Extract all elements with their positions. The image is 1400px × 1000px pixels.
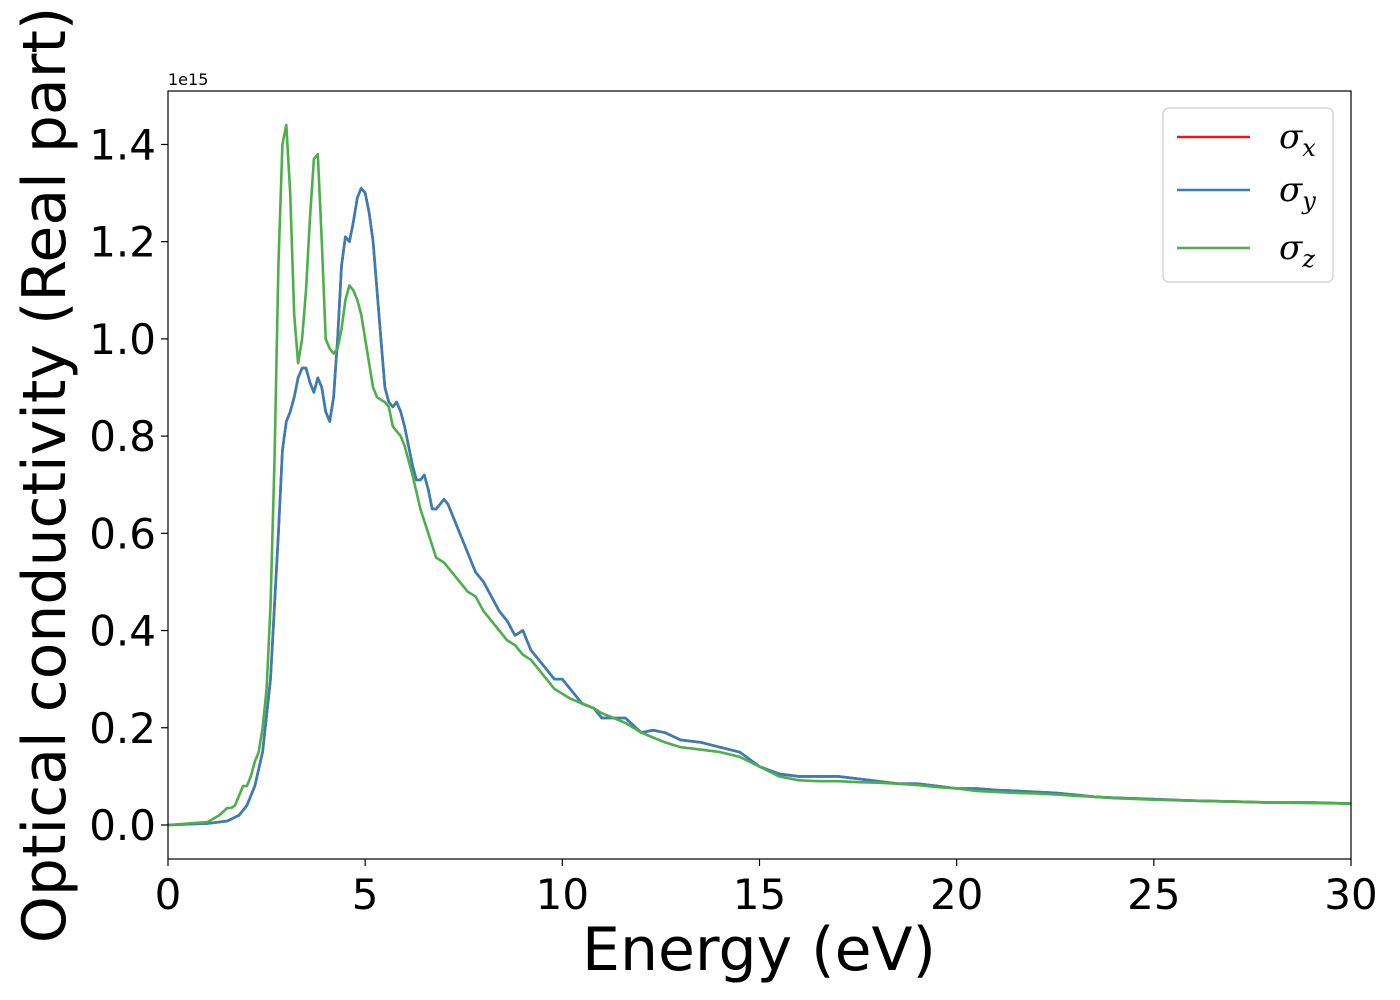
x-tick-label: 5 bbox=[352, 870, 379, 919]
y-tick-label: 0.4 bbox=[89, 607, 156, 656]
x-axis: 0 5 10 15 20 25 30 bbox=[155, 859, 1378, 919]
y-tick-label: 1.4 bbox=[89, 120, 156, 169]
legend-label-x: σx bbox=[1279, 117, 1316, 162]
x-tick-label: 15 bbox=[733, 870, 786, 919]
legend-label-z: σz bbox=[1279, 228, 1315, 273]
legend-label-y: σy bbox=[1279, 170, 1316, 215]
x-tick-label: 10 bbox=[536, 870, 589, 919]
y-axis-title: Optical conductivity (Real part) bbox=[10, 7, 80, 944]
series-line-z bbox=[168, 123, 1351, 827]
plot-area bbox=[167, 90, 1352, 860]
x-tick-label: 0 bbox=[155, 870, 182, 919]
y-tick-label: 1.0 bbox=[89, 315, 156, 364]
x-tick-label: 25 bbox=[1127, 870, 1180, 919]
legend-box bbox=[1162, 107, 1334, 283]
y-offset-label: 1e15 bbox=[168, 70, 208, 89]
x-tick-label: 30 bbox=[1324, 870, 1377, 919]
y-tick-label: 1.2 bbox=[89, 218, 156, 267]
x-tick-label: 20 bbox=[930, 870, 983, 919]
y-tick-label: 0.2 bbox=[89, 704, 156, 753]
y-tick-label: 0.0 bbox=[89, 801, 156, 850]
x-axis-title: Energy (eV) bbox=[582, 915, 936, 985]
y-axis: 0.0 0.2 0.4 0.6 0.8 1.0 1.2 1.4 bbox=[89, 120, 168, 850]
series-group bbox=[168, 123, 1351, 827]
legend: σx σy σz bbox=[1162, 107, 1334, 283]
y-tick-label: 0.8 bbox=[89, 412, 156, 461]
y-tick-label: 0.6 bbox=[89, 509, 156, 558]
